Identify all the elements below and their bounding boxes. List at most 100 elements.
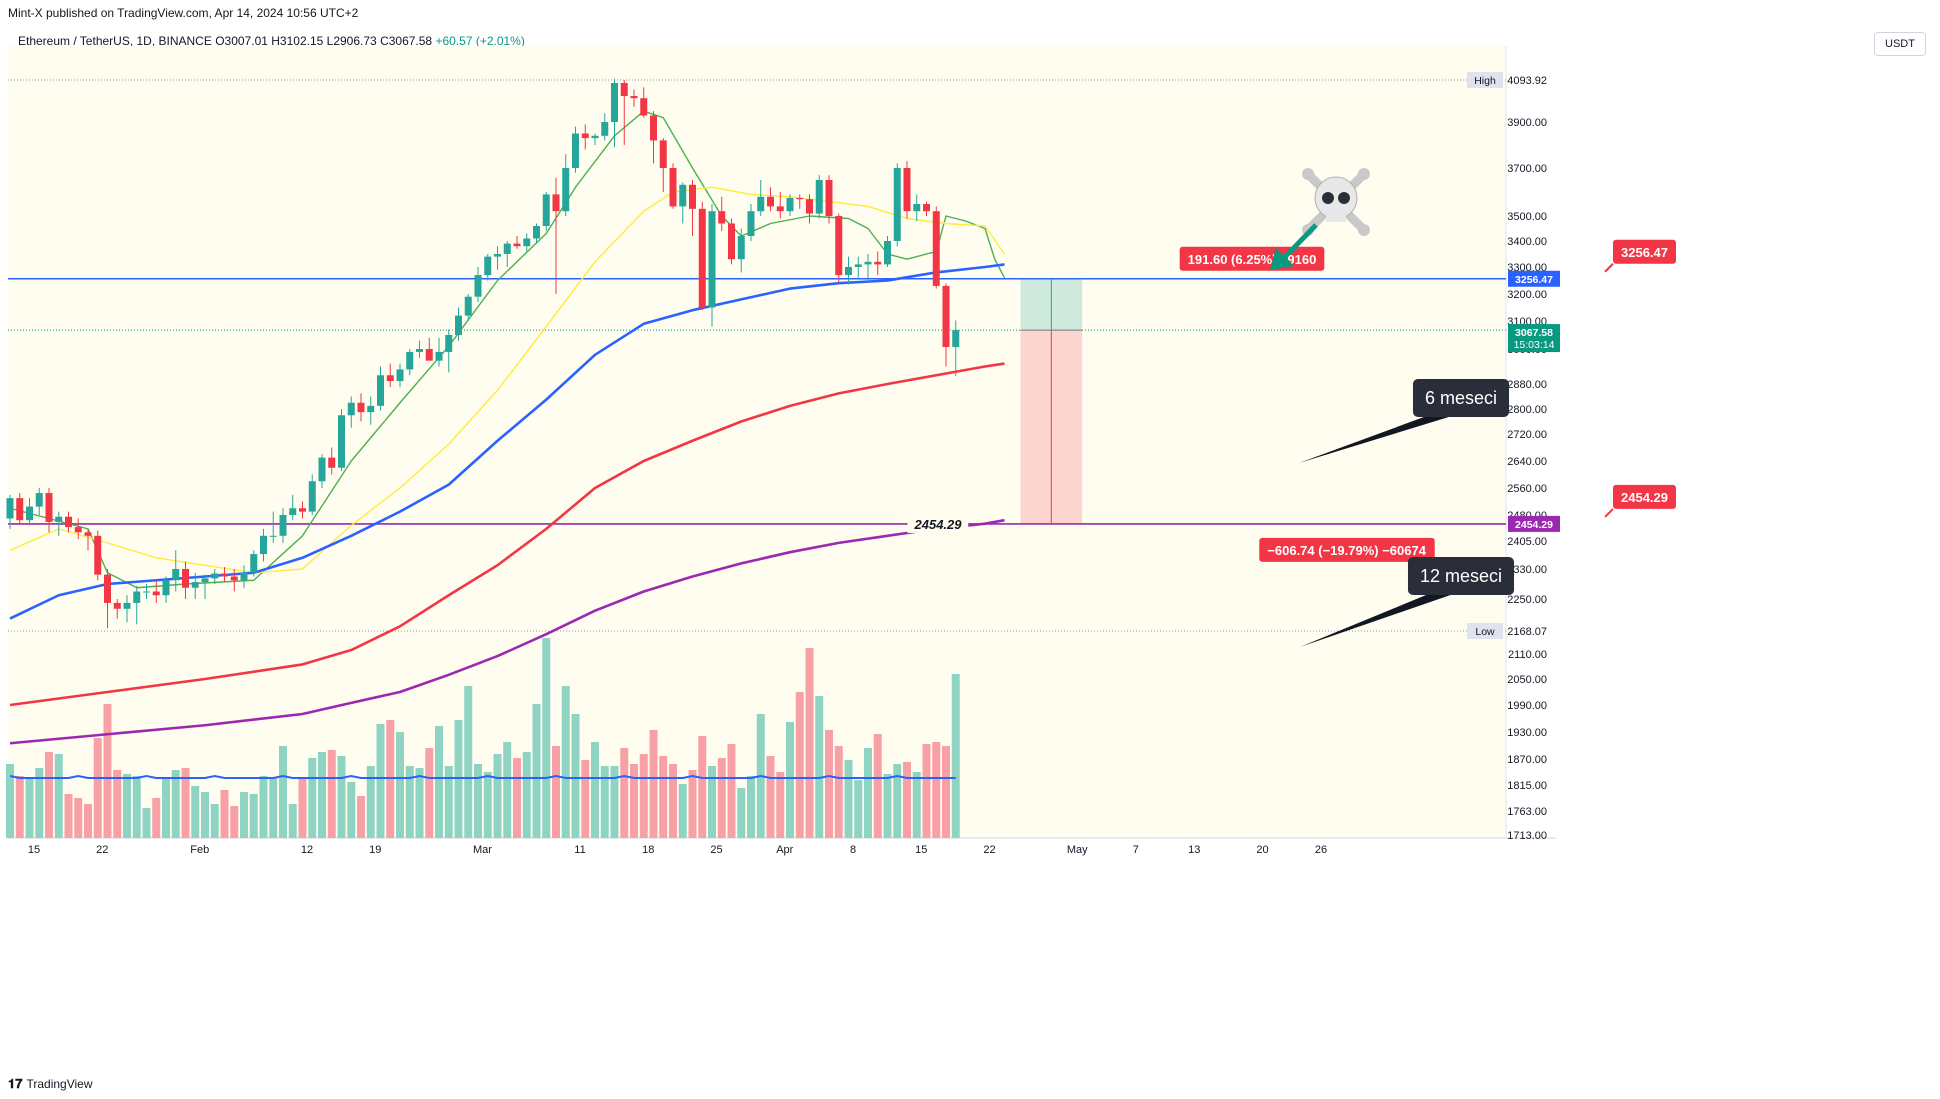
candle-body	[133, 591, 141, 603]
support-inline-label: 2454.29	[914, 517, 963, 532]
candle-body	[455, 315, 462, 335]
candle-body	[221, 573, 228, 577]
volume-bar	[873, 734, 882, 838]
volume-bar	[6, 764, 14, 838]
candle-body	[542, 194, 550, 226]
volume-bar	[201, 792, 209, 838]
stop-label: −606.74 (−19.79%) −60674	[1259, 537, 1435, 562]
axis-tag-resistance-box	[1508, 270, 1560, 287]
high-tag: High 4093.92	[1467, 72, 1547, 88]
candle-body	[84, 532, 92, 536]
candle-body	[328, 457, 336, 468]
volume-bar	[786, 722, 794, 838]
axis-tag-support-text: 2454.29	[1515, 519, 1553, 531]
candle-body	[815, 180, 823, 214]
volume-bar	[610, 766, 619, 838]
stop-label-box	[1259, 537, 1435, 562]
volume-bar	[240, 792, 248, 838]
volume-bar	[922, 744, 931, 838]
volume-bar	[474, 764, 482, 838]
y-tick-label: 3400.00	[1507, 236, 1547, 248]
volume-bar	[288, 804, 297, 838]
candle-body	[172, 569, 180, 581]
high-tag-value: 4093.92	[1507, 75, 1547, 87]
published-header: Mint-X published on TradingView.com, Apr…	[8, 6, 359, 20]
levels	[8, 79, 1506, 632]
candle-body	[923, 204, 930, 212]
volume-bar	[912, 772, 921, 838]
resistance-tag-text: 3256.47	[1621, 245, 1668, 260]
candle-body	[650, 115, 657, 141]
candle-body	[230, 576, 238, 581]
callout-12-meseci-pointer	[1300, 588, 1465, 647]
candle-body	[893, 168, 901, 241]
x-tick-label: 13	[1188, 844, 1200, 856]
volume-bar	[123, 774, 131, 838]
y-tick-label: 2800.00	[1507, 404, 1547, 416]
candle-body	[581, 133, 589, 139]
volume-bar	[415, 768, 424, 838]
candle-body	[396, 369, 404, 382]
volume-bar	[503, 742, 512, 838]
volume-bar	[425, 748, 434, 838]
candle-body	[884, 241, 891, 265]
candle-body	[562, 168, 570, 212]
ma-line	[9, 263, 1005, 620]
volume-bar	[220, 790, 229, 838]
candles	[6, 78, 960, 629]
candle-body	[767, 196, 774, 207]
candle-body	[55, 516, 63, 522]
axis-tag-last-text: 3067.58	[1515, 327, 1553, 339]
y-tick-label: 1990.00	[1507, 700, 1547, 712]
volume-bar	[825, 730, 833, 838]
candle-body	[728, 223, 735, 260]
volume-bar	[337, 756, 346, 838]
volume-bar	[210, 804, 219, 838]
candle-body	[835, 216, 843, 276]
footer-brand[interactable]: TradingView	[26, 1077, 93, 1091]
candle-body	[659, 140, 667, 168]
candle-body	[338, 415, 345, 468]
volume-bar	[893, 764, 902, 838]
volume-bar	[103, 704, 112, 838]
low-tag-label: Low	[1475, 626, 1495, 638]
ma-line	[9, 518, 1005, 745]
price-axis: 3900.003700.003500.003400.003300.003200.…	[1507, 117, 1547, 842]
volume-bar	[45, 752, 53, 838]
volume-bar	[942, 746, 950, 838]
candle-body	[845, 267, 852, 276]
candle-body	[152, 591, 160, 596]
volume-bars	[6, 638, 960, 838]
volume-bar	[162, 778, 170, 838]
volume-bar	[279, 746, 287, 838]
green-arrow-icon	[1280, 223, 1318, 262]
volume-bar	[561, 686, 570, 838]
y-tick-label: 2110.00	[1508, 649, 1547, 661]
volume-bar	[64, 794, 73, 838]
candle-body	[601, 122, 609, 136]
y-tick-label: 2405.00	[1507, 536, 1547, 548]
volume-bar	[708, 766, 716, 838]
axis-tag-resistance: 3256.47	[1508, 270, 1560, 287]
ma-line	[9, 362, 1005, 707]
volume-bar	[93, 738, 102, 838]
support-tag-box	[1613, 484, 1676, 509]
currency-button[interactable]: USDT	[1874, 32, 1926, 56]
axis-tag-last-box	[1508, 324, 1560, 353]
candle-body	[689, 184, 696, 209]
legend-change: +60.57 (+2.01%)	[435, 34, 525, 48]
candle-body	[104, 574, 111, 603]
volume-bar	[571, 714, 580, 838]
candle-body	[201, 578, 209, 583]
candle-body	[416, 349, 423, 352]
volume-bar	[269, 778, 278, 838]
volume-bar	[542, 638, 551, 838]
symbol-name[interactable]: Ethereum / TetherUS, 1D, BINANCE	[18, 34, 212, 48]
volume-bar	[142, 808, 151, 838]
volume-bar	[493, 754, 502, 838]
candle-body	[143, 591, 150, 593]
x-tick-label: 11	[574, 844, 585, 856]
target-label-text: 191.60 (6.25%) 19160	[1188, 252, 1317, 267]
